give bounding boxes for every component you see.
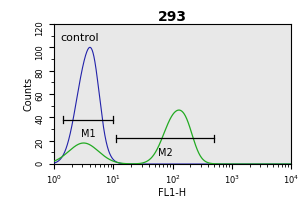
Text: M1: M1 — [81, 129, 95, 139]
Y-axis label: Counts: Counts — [24, 77, 34, 111]
X-axis label: FL1-H: FL1-H — [158, 188, 187, 198]
Title: 293: 293 — [158, 10, 187, 24]
Text: control: control — [61, 33, 99, 43]
Text: M2: M2 — [158, 148, 172, 158]
